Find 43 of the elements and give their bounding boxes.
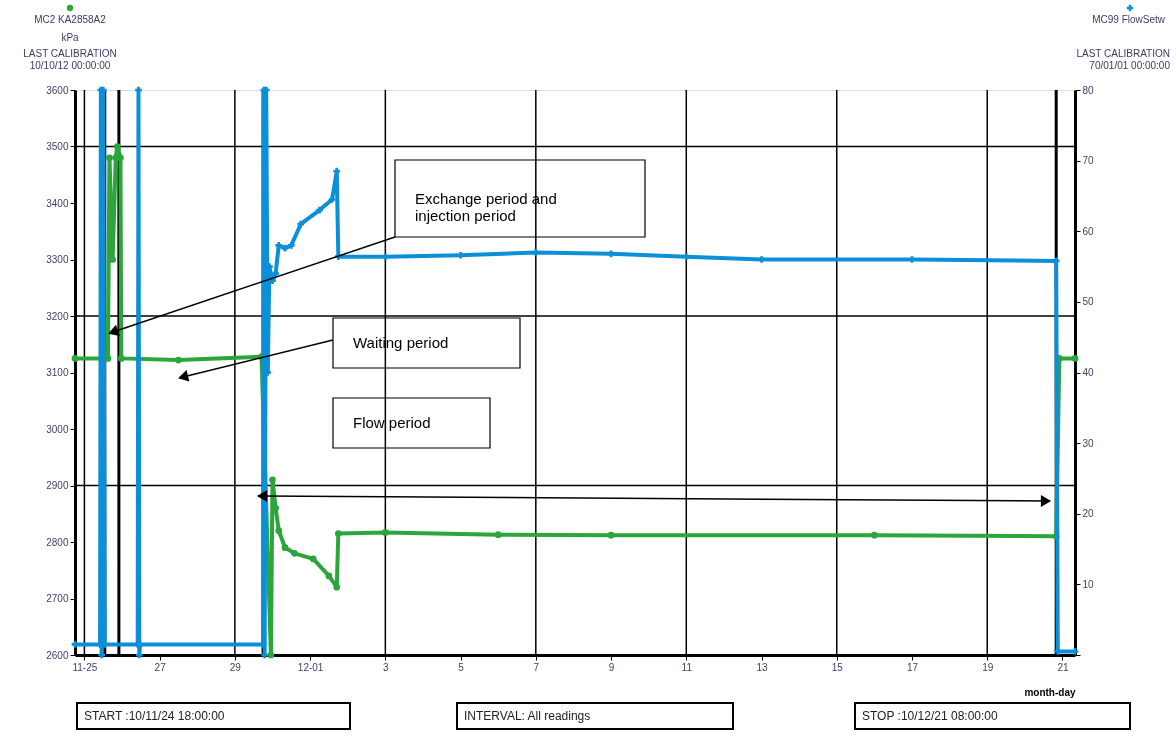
- y-axis-title: kPa: [61, 32, 80, 43]
- text: LAST CALIBRATION 10/10/12 00:00:00: [23, 48, 117, 71]
- x-tick-label: 5: [458, 661, 465, 673]
- x-axis-title: month-day: [1024, 686, 1076, 698]
- x-tick-label: 13: [756, 661, 769, 673]
- legend-label: MC2 KA2858A2: [34, 14, 107, 25]
- text: STOP :10/12/21 08:00:00: [862, 709, 998, 723]
- x-tick-label: 19: [982, 661, 994, 673]
- y2-tick-label: 40: [1082, 367, 1095, 378]
- y2-tick-label: 50: [1082, 296, 1095, 308]
- y2-tick-label: 30: [1082, 437, 1095, 449]
- x-tick-label: 7: [533, 661, 540, 673]
- y2-tick-label: 60: [1082, 225, 1095, 237]
- text: INTERVAL: All readings: [464, 709, 591, 723]
- x-tick-label: 21: [1057, 661, 1069, 673]
- y-tick-label: 3500: [46, 141, 69, 152]
- x-tick-label: 12-01: [297, 661, 324, 673]
- annotation: Flow period: [353, 414, 431, 431]
- y-tick-label: 2600: [46, 649, 69, 661]
- y2-tick-label: 20: [1082, 508, 1095, 520]
- text: LAST CALIBRATION 70/01/01 00:00:00: [1076, 48, 1171, 71]
- x-tick-label: 29: [229, 661, 242, 673]
- x-tick-label: 11: [681, 661, 693, 673]
- x-tick-label: 3: [383, 661, 390, 673]
- legend-label: MC99 FlowSetw: [1092, 14, 1166, 25]
- text: START :10/11/24 18:00:00: [84, 709, 225, 723]
- y2-tick-label: 10: [1082, 578, 1095, 590]
- y-tick-label: 3400: [46, 197, 69, 209]
- y-tick-label: 3200: [46, 310, 69, 322]
- x-tick-label: 11-25: [72, 661, 98, 673]
- y-tick-label: 2800: [46, 536, 69, 548]
- y2-tick-label: 70: [1082, 155, 1095, 167]
- y-tick-label: 2700: [46, 593, 69, 604]
- y-tick-label: 3600: [46, 84, 69, 96]
- y-tick-label: 3000: [46, 423, 69, 435]
- y-tick-label: 2900: [46, 480, 69, 491]
- y-tick-label: 3300: [46, 254, 69, 265]
- x-tick-label: 9: [608, 661, 615, 673]
- x-tick-label: 27: [154, 661, 167, 673]
- x-tick-label: 17: [906, 661, 919, 673]
- y-tick-label: 3100: [46, 367, 69, 378]
- x-tick-label: 15: [831, 661, 844, 673]
- y2-tick-label: 80: [1082, 84, 1095, 96]
